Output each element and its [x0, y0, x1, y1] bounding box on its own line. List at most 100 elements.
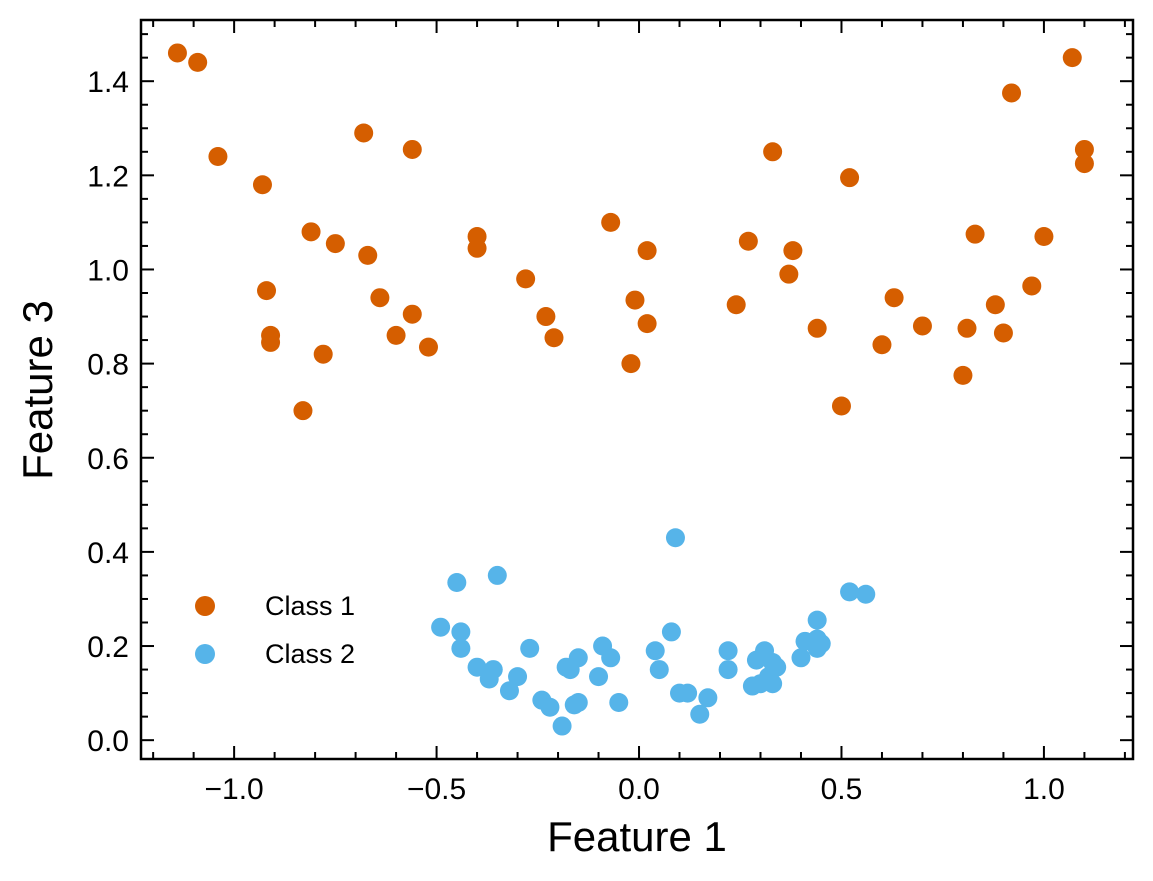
x-tick-label: 1.0 [1023, 773, 1065, 806]
point-class-1 [354, 123, 374, 143]
point-class-1 [252, 175, 272, 195]
point-class-2 [649, 660, 669, 680]
point-class-2 [568, 648, 588, 668]
point-class-2 [487, 565, 507, 585]
point-class-1 [208, 147, 228, 167]
point-class-2 [811, 634, 831, 654]
legend-label-class-2: Class 2 [265, 639, 355, 669]
point-class-1 [912, 316, 932, 336]
point-class-1 [358, 245, 378, 265]
x-tick-label: 0.0 [618, 773, 660, 806]
point-class-2 [601, 648, 621, 668]
point-class-2 [520, 638, 540, 658]
y-tick-label: 0.6 [87, 443, 129, 476]
point-class-2 [690, 704, 710, 724]
legend: Class 1 Class 2 [195, 591, 355, 669]
point-class-1 [637, 241, 657, 261]
point-class-1 [370, 288, 390, 308]
point-class-2 [767, 657, 787, 677]
point-class-2 [661, 622, 681, 642]
point-class-1 [779, 264, 799, 284]
point-class-1 [386, 325, 406, 345]
y-tick-label: 0.2 [87, 631, 129, 664]
point-class-2 [718, 660, 738, 680]
point-class-1 [301, 222, 321, 242]
point-class-2 [552, 716, 572, 736]
point-class-2 [467, 657, 487, 677]
y-tick-label: 0.0 [87, 725, 129, 758]
point-class-2 [451, 622, 471, 642]
point-class-2 [540, 697, 560, 717]
axis-ticks [141, 20, 1133, 759]
point-class-2 [589, 667, 609, 687]
legend-marker-class-2 [195, 644, 215, 664]
point-class-1 [621, 354, 641, 374]
point-class-1 [957, 318, 977, 338]
point-class-1 [188, 52, 208, 72]
y-axis-title: Feature 3 [14, 300, 61, 480]
point-class-1 [1002, 83, 1022, 103]
point-class-1 [872, 335, 892, 355]
point-class-1 [1022, 276, 1042, 296]
point-class-2 [447, 572, 467, 592]
point-class-1 [516, 269, 536, 289]
point-class-2 [499, 681, 519, 701]
point-class-2 [665, 528, 685, 548]
point-class-1 [953, 365, 973, 385]
point-class-1 [601, 212, 621, 232]
point-class-1 [840, 168, 860, 188]
point-class-1 [1074, 154, 1094, 174]
legend-marker-class-1 [195, 596, 215, 616]
point-class-2 [763, 674, 783, 694]
point-class-2 [609, 693, 629, 713]
point-class-2 [568, 693, 588, 713]
point-class-1 [726, 295, 746, 315]
point-class-1 [325, 234, 345, 254]
point-class-1 [167, 43, 187, 63]
point-class-2 [791, 648, 811, 668]
point-class-2 [718, 641, 738, 661]
point-class-1 [1034, 227, 1054, 247]
point-class-1 [884, 288, 904, 308]
point-class-2 [508, 667, 528, 687]
x-axis-title: Feature 1 [547, 813, 727, 860]
point-class-1 [1074, 139, 1094, 159]
point-class-1 [402, 139, 422, 159]
point-class-2 [645, 641, 665, 661]
axis-tick-labels: −1.0 −0.5 0.0 0.5 1.0 0.0 0.2 0.4 0.6 0.8 1.0 1.2 1.… [87, 66, 1065, 806]
point-class-1 [418, 337, 438, 357]
point-class-2 [807, 610, 827, 630]
point-class-2 [431, 617, 451, 637]
point-class-1 [993, 323, 1013, 343]
legend-label-class-1: Class 1 [265, 591, 355, 621]
point-class-1 [637, 314, 657, 334]
y-tick-label: 0.4 [87, 537, 129, 570]
point-class-1 [293, 401, 313, 421]
point-class-2 [483, 660, 503, 680]
point-class-1 [402, 304, 422, 324]
point-class-1 [965, 224, 985, 244]
point-class-2 [698, 688, 718, 708]
x-tick-label: −1.0 [205, 773, 264, 806]
y-tick-label: 0.8 [87, 349, 129, 382]
point-class-1 [807, 318, 827, 338]
point-class-1 [985, 295, 1005, 315]
x-tick-label: 0.5 [821, 773, 863, 806]
point-class-1 [763, 142, 783, 162]
x-tick-label: −0.5 [407, 773, 466, 806]
point-class-2 [840, 582, 860, 602]
data-points [167, 43, 1094, 736]
point-class-1 [261, 332, 281, 352]
y-tick-label: 1.0 [87, 254, 129, 287]
point-class-1 [467, 238, 487, 258]
point-class-1 [783, 241, 803, 261]
point-class-1 [738, 231, 758, 251]
y-tick-label: 1.2 [87, 160, 129, 193]
point-class-1 [544, 328, 564, 348]
point-class-2 [678, 683, 698, 703]
y-tick-label: 1.4 [87, 66, 129, 99]
point-class-2 [451, 638, 471, 658]
point-class-1 [313, 344, 333, 364]
point-class-1 [536, 307, 556, 327]
